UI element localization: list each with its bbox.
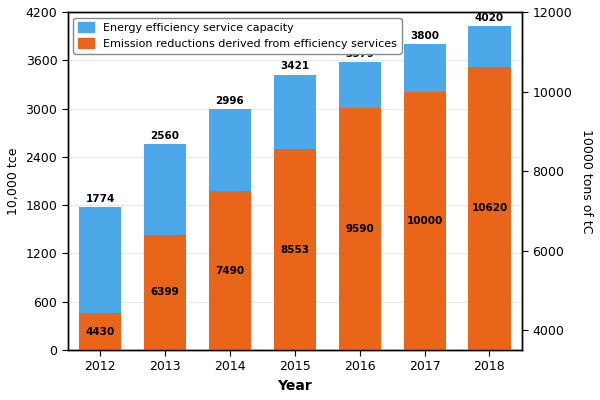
Legend: Energy efficiency service capacity, Emission reductions derived from efficiency : Energy efficiency service capacity, Emis… xyxy=(73,18,401,54)
Bar xyxy=(79,313,121,350)
Bar xyxy=(79,207,121,313)
Text: 2996: 2996 xyxy=(215,96,244,106)
Text: 3421: 3421 xyxy=(280,62,310,72)
Text: 10620: 10620 xyxy=(472,204,508,214)
Bar xyxy=(469,67,511,350)
Text: 3800: 3800 xyxy=(410,31,439,41)
Bar xyxy=(209,191,251,350)
Text: 9590: 9590 xyxy=(346,224,374,234)
Bar xyxy=(469,26,511,67)
Bar xyxy=(404,44,446,92)
Text: 8553: 8553 xyxy=(280,244,310,254)
Bar xyxy=(144,235,186,350)
Text: 10000: 10000 xyxy=(406,216,443,226)
Bar xyxy=(404,92,446,350)
Y-axis label: 10,000 tce: 10,000 tce xyxy=(7,147,20,215)
Text: 4430: 4430 xyxy=(86,326,115,336)
X-axis label: Year: Year xyxy=(277,379,312,393)
Bar xyxy=(274,149,316,350)
Y-axis label: 10000 tons of tC: 10000 tons of tC xyxy=(580,129,593,233)
Bar xyxy=(338,108,381,350)
Text: 3579: 3579 xyxy=(345,49,374,59)
Bar xyxy=(209,109,251,191)
Bar xyxy=(274,75,316,149)
Text: 1774: 1774 xyxy=(86,194,115,204)
Text: 2560: 2560 xyxy=(151,131,179,141)
Text: 6399: 6399 xyxy=(151,288,179,298)
Text: 4020: 4020 xyxy=(475,13,504,23)
Bar xyxy=(144,144,186,235)
Text: 7490: 7490 xyxy=(215,266,245,276)
Bar xyxy=(338,62,381,108)
